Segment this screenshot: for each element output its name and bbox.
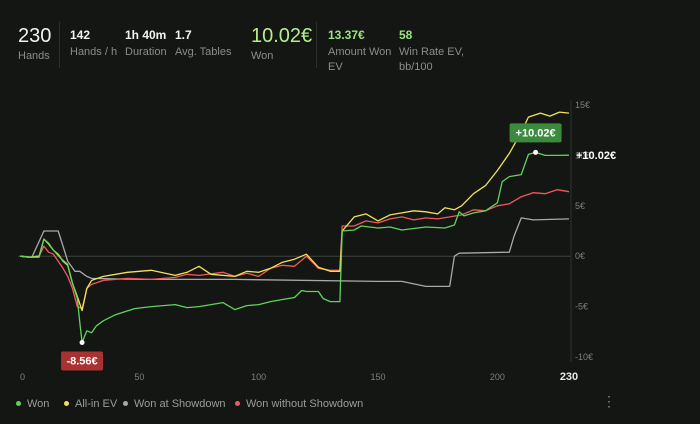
legend-label: Won without Showdown xyxy=(246,398,364,410)
stat-amount-won-ev-value: 13.37€ xyxy=(328,28,365,42)
max-point-marker xyxy=(533,149,539,155)
legend-dot-icon xyxy=(64,401,69,406)
stat-avg-tables: 1.7 Avg. Tables xyxy=(175,28,231,60)
stat-avg-tables-label: Avg. Tables xyxy=(175,46,232,58)
stat-amount-won-ev: 13.37€ Amount Won EV xyxy=(328,28,394,75)
legend-item-won-at-showdown[interactable]: Won at Showdown xyxy=(123,397,226,411)
min-callout-label: -8.56€ xyxy=(66,355,97,367)
stat-win-rate-ev: 58 Win Rate EV, bb/100 xyxy=(399,28,465,75)
legend-label: All-in EV xyxy=(75,398,118,410)
stat-duration-value: 1h 40m xyxy=(125,28,167,42)
stats-divider xyxy=(316,22,317,68)
min-point-marker xyxy=(79,339,85,345)
legend-item-won-without-showdown[interactable]: Won without Showdown xyxy=(235,397,363,411)
series-line-won xyxy=(19,151,570,344)
y-tick-label: -5€ xyxy=(575,302,588,312)
stat-hands-per-hour-label: Hands / h xyxy=(70,46,118,58)
legend-dot-icon xyxy=(235,401,240,406)
legend-label: Won xyxy=(27,398,50,410)
x-tick-label: 0 xyxy=(20,372,25,382)
stat-won: 10.02€ Won xyxy=(251,26,312,64)
y-tick-label: 15€ xyxy=(575,100,590,110)
max-callout-badge xyxy=(509,123,562,143)
stat-hands-value: 230 xyxy=(18,25,52,47)
stat-avg-tables-value: 1.7 xyxy=(175,28,192,42)
x-tick-label: 230 xyxy=(560,371,578,383)
y-tick-label: -10€ xyxy=(575,352,593,362)
more-vertical-icon[interactable]: ⋮ xyxy=(602,393,616,409)
stat-duration-label: Duration xyxy=(125,46,167,58)
stat-hands-label: Hands xyxy=(18,50,50,62)
session-stats: 230 Hands 142 Hands / h 1h 40m Duration … xyxy=(0,0,700,90)
stat-won-value: 10.02€ xyxy=(251,25,313,47)
stats-divider xyxy=(59,22,60,68)
stat-win-rate-ev-value: 58 xyxy=(399,28,413,42)
end-value-label: +10.02€ xyxy=(576,150,616,162)
x-tick-label: 50 xyxy=(134,372,144,382)
stat-hands-per-hour-value: 142 xyxy=(70,28,91,42)
x-tick-label: 100 xyxy=(251,372,266,382)
max-callout-label: +10.02€ xyxy=(516,127,556,139)
stat-duration: 1h 40m Duration xyxy=(125,28,167,60)
min-callout-badge xyxy=(61,351,104,371)
y-tick-label: 5€ xyxy=(575,201,585,211)
y-tick-label: 0€ xyxy=(575,251,585,261)
legend-dot-icon xyxy=(123,401,128,406)
stat-win-rate-ev-label: Win Rate EV, bb/100 xyxy=(399,46,465,73)
x-tick-label: 150 xyxy=(371,372,386,382)
legend-label: Won at Showdown xyxy=(134,398,226,410)
stat-hands: 230 Hands xyxy=(18,26,51,64)
stat-won-label: Won xyxy=(251,50,274,62)
x-tick-label: 200 xyxy=(490,372,505,382)
y-tick-label: 10€ xyxy=(575,150,590,160)
legend-item-all-in-ev[interactable]: All-in EV xyxy=(64,397,117,411)
stat-hands-per-hour: 142 Hands / h xyxy=(70,28,117,60)
series-line-won-without-showdown xyxy=(19,189,570,310)
stat-amount-won-ev-label: Amount Won EV xyxy=(328,46,392,73)
legend-item-won[interactable]: Won xyxy=(16,397,49,411)
legend-dot-icon xyxy=(16,401,21,406)
profit-chart[interactable]: 15€ 10€ 5€ 0€ -5€ -10€ 0 50 100 150 200 230 +10.02€ -… xyxy=(0,90,700,390)
series-line-won-at-showdown xyxy=(19,217,570,288)
